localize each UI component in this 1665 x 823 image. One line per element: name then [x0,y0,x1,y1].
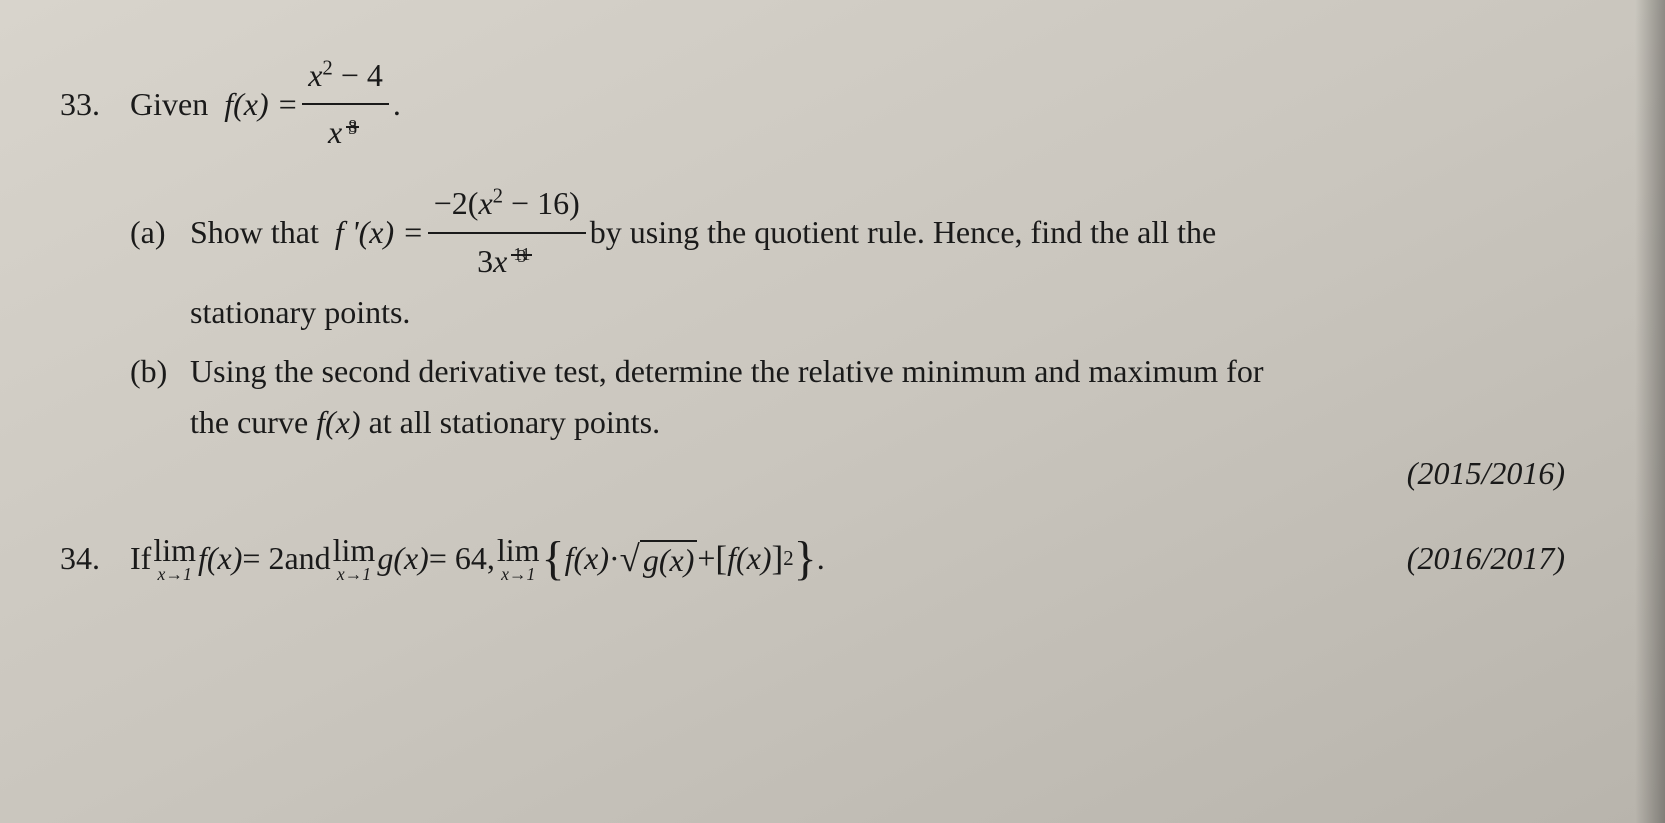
bracket-close: ] [772,531,784,587]
problem-34: 34. If lim x→1 f(x) = 2 and lim x→1 g(x)… [60,530,1605,589]
part-b: (b) Using the second derivative test, de… [130,346,1605,448]
gx-text: g(x) [377,533,429,584]
fraction-numerator: −2(x2 − 16) [428,178,586,233]
page-edge-shadow [1635,0,1665,823]
main-fraction: x2 − 4 x83 [302,50,389,158]
bracket-open: [ [715,531,727,587]
dot: · [609,533,620,584]
period: . [393,79,401,130]
if-text: If [130,533,151,584]
given-text: Given [130,79,208,130]
eq-2: = 2 [242,533,284,584]
part-label: (a) [130,207,190,258]
part-a: (a) Show that f '(x) = −2(x2 − 16) 3x113… [130,178,1605,338]
fx-label: f(x) = [224,79,298,130]
period: . [817,533,825,584]
sqrt-expr: g(x) [620,530,698,589]
fx-text: f(x) [198,533,242,584]
fraction-denominator: 3x113 [471,234,542,287]
part-a-line1: (a) Show that f '(x) = −2(x2 − 16) 3x113… [130,178,1605,286]
eq-64: = 64 [429,533,487,584]
limit-1: lim x→1 [153,534,196,584]
fraction-numerator: x2 − 4 [302,50,389,105]
problem-34-line: 34. If lim x→1 f(x) = 2 and lim x→1 g(x)… [60,530,1605,589]
fprime-label: f '(x) = [335,207,424,258]
problem-number: 33. [60,79,130,130]
fx-bracket: f(x) [727,533,771,584]
limit-2: lim x→1 [333,534,376,584]
page-content: 33. Given f(x) = x2 − 4 x83 . (a) Show t… [60,50,1605,588]
part-label: (b) [130,346,190,397]
part-b-line2: the curve f(x) at all stationary points. [190,397,1605,448]
year-tag: (2015/2016) [60,448,1605,499]
fx-inner: f(x) [565,533,609,584]
fprime-fraction: −2(x2 − 16) 3x113 [428,178,586,286]
problem-33: 33. Given f(x) = x2 − 4 x83 . (a) Show t… [60,50,1605,500]
fraction-denominator: x83 [322,105,369,158]
limit-3: lim x→1 [497,534,540,584]
plus: + [697,533,715,584]
and-text: and [284,533,330,584]
comma: , [487,533,495,584]
part-a-line2: stationary points. [190,287,1605,338]
part-b-line1: (b) Using the second derivative test, de… [130,346,1605,397]
year-tag: (2016/2017) [1407,533,1605,584]
show-text: Show that [190,207,319,258]
problem-number: 34. [60,533,130,584]
part-b-text1: Using the second derivative test, determ… [190,346,1263,397]
problem-33-header: 33. Given f(x) = x2 − 4 x83 . [60,50,1605,158]
tail-text: by using the quotient rule. Hence, find … [590,207,1217,258]
